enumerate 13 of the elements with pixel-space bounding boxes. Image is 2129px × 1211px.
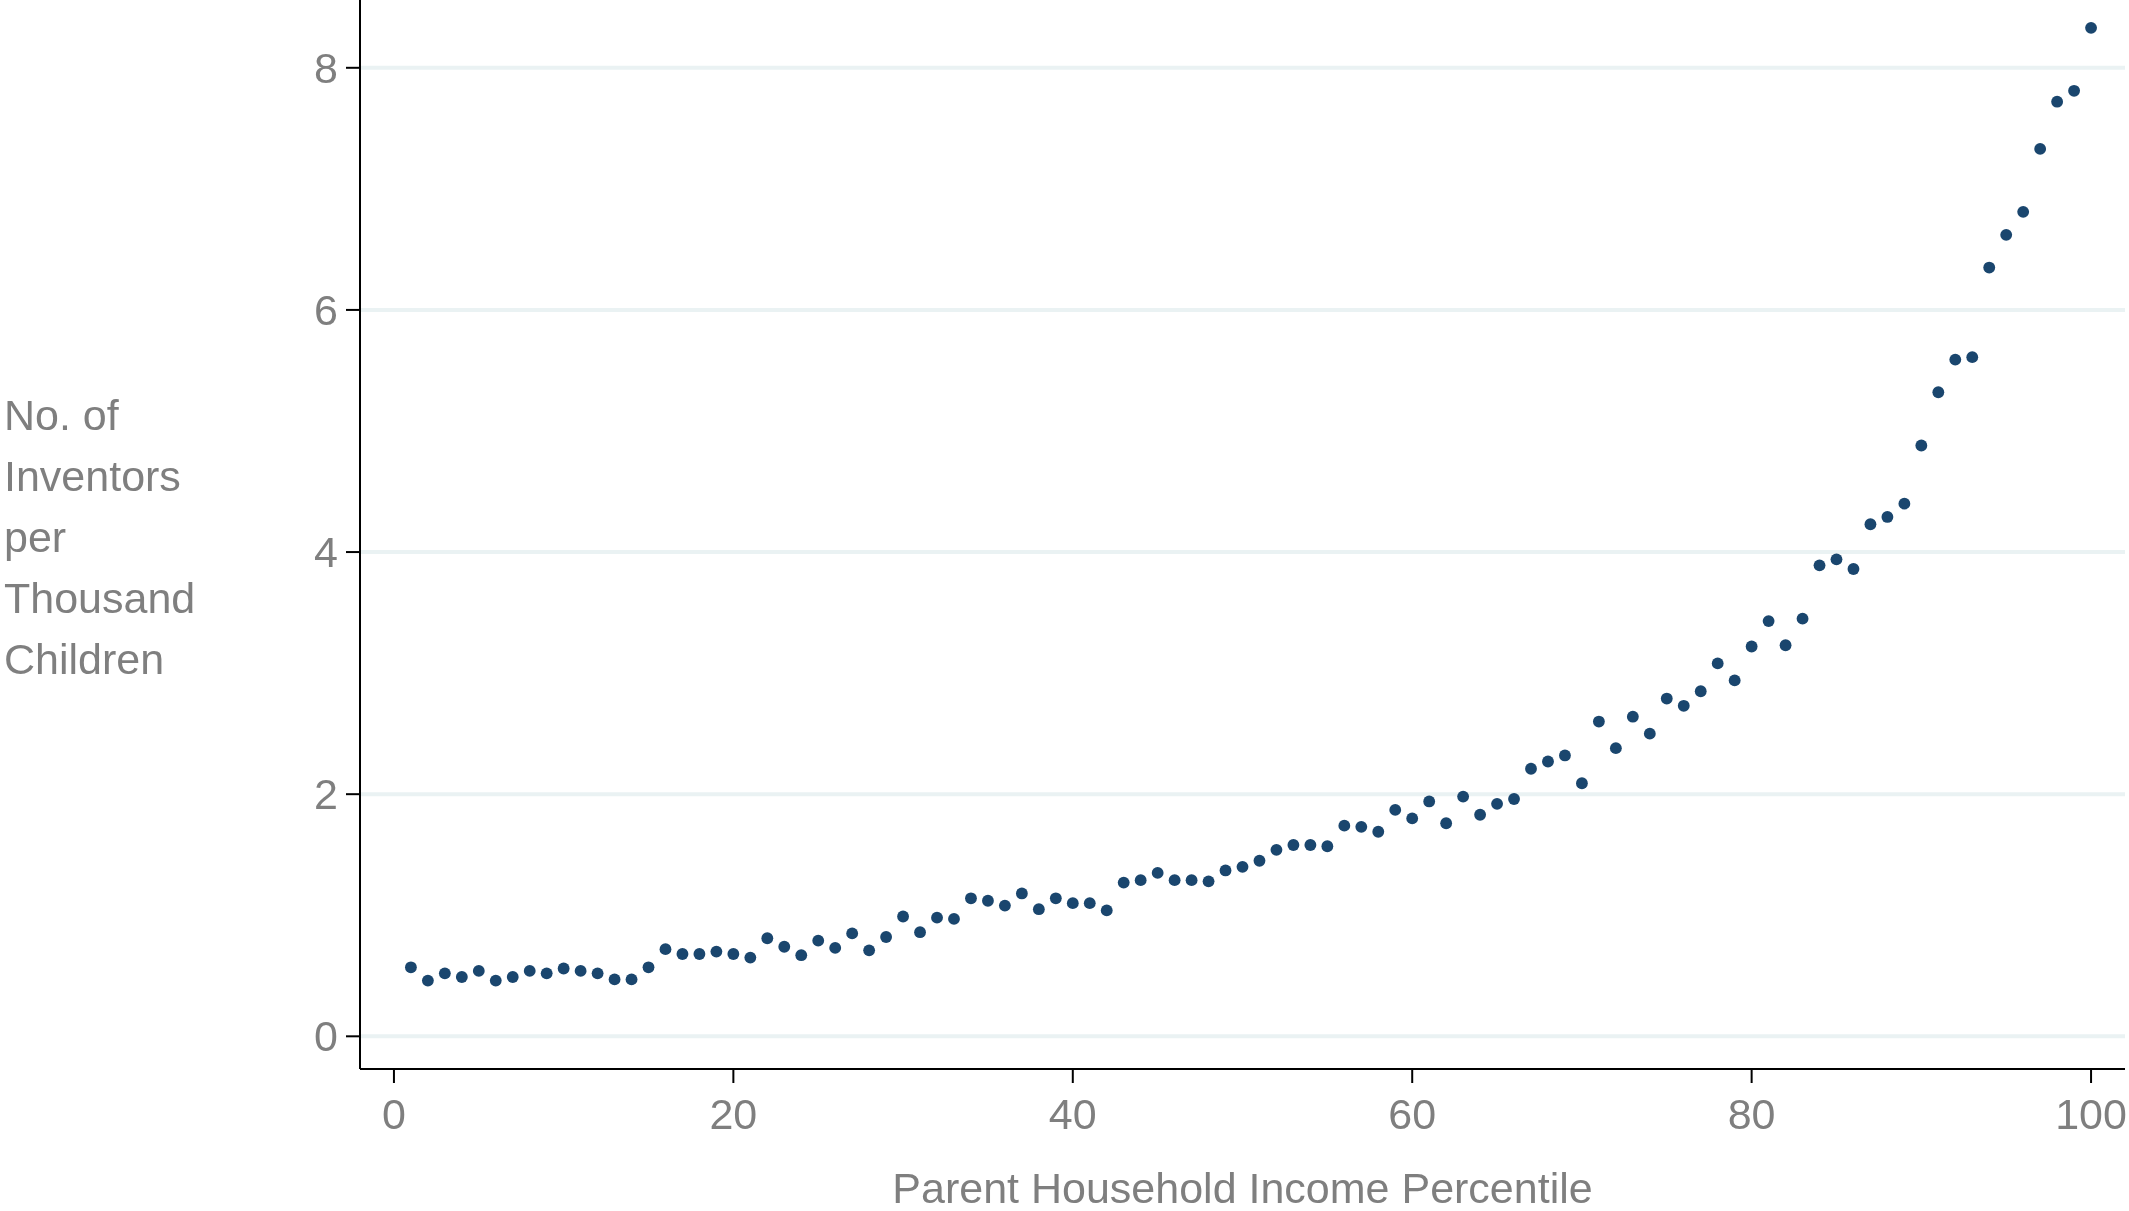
x-tick-label: 60 (1388, 1090, 1437, 1138)
x-tick-label: 80 (1727, 1090, 1776, 1138)
x-tick-label: 100 (2055, 1090, 2127, 1138)
x-tick-label: 0 (381, 1090, 406, 1138)
y-tick-label: 6 (314, 285, 338, 334)
y-tick-label: 4 (314, 528, 338, 577)
x-axis-title: Parent Household Income Percentile (892, 1164, 1593, 1211)
x-tick-label: 20 (709, 1090, 758, 1138)
y-tick-label: 0 (314, 1012, 338, 1061)
x-tick-label: 40 (1048, 1090, 1097, 1138)
y-tick-label: 2 (314, 770, 338, 819)
y-axis-title: No. of Inventors per Thousand Children (4, 390, 196, 683)
y-tick-label: 8 (314, 43, 338, 92)
